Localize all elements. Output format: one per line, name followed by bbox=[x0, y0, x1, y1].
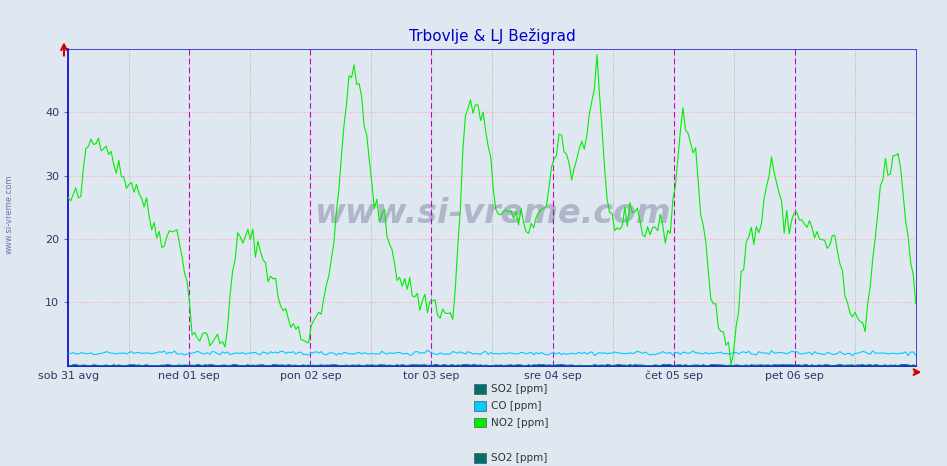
Text: www.si-vreme.com: www.si-vreme.com bbox=[5, 175, 14, 254]
Text: SO2 [ppm]: SO2 [ppm] bbox=[491, 453, 548, 463]
Text: CO [ppm]: CO [ppm] bbox=[491, 401, 542, 411]
Text: SO2 [ppm]: SO2 [ppm] bbox=[491, 384, 548, 394]
Text: NO2 [ppm]: NO2 [ppm] bbox=[491, 418, 549, 428]
Text: www.si-vreme.com: www.si-vreme.com bbox=[313, 197, 670, 230]
Title: Trbovlje & LJ Bežigrad: Trbovlje & LJ Bežigrad bbox=[408, 27, 576, 44]
